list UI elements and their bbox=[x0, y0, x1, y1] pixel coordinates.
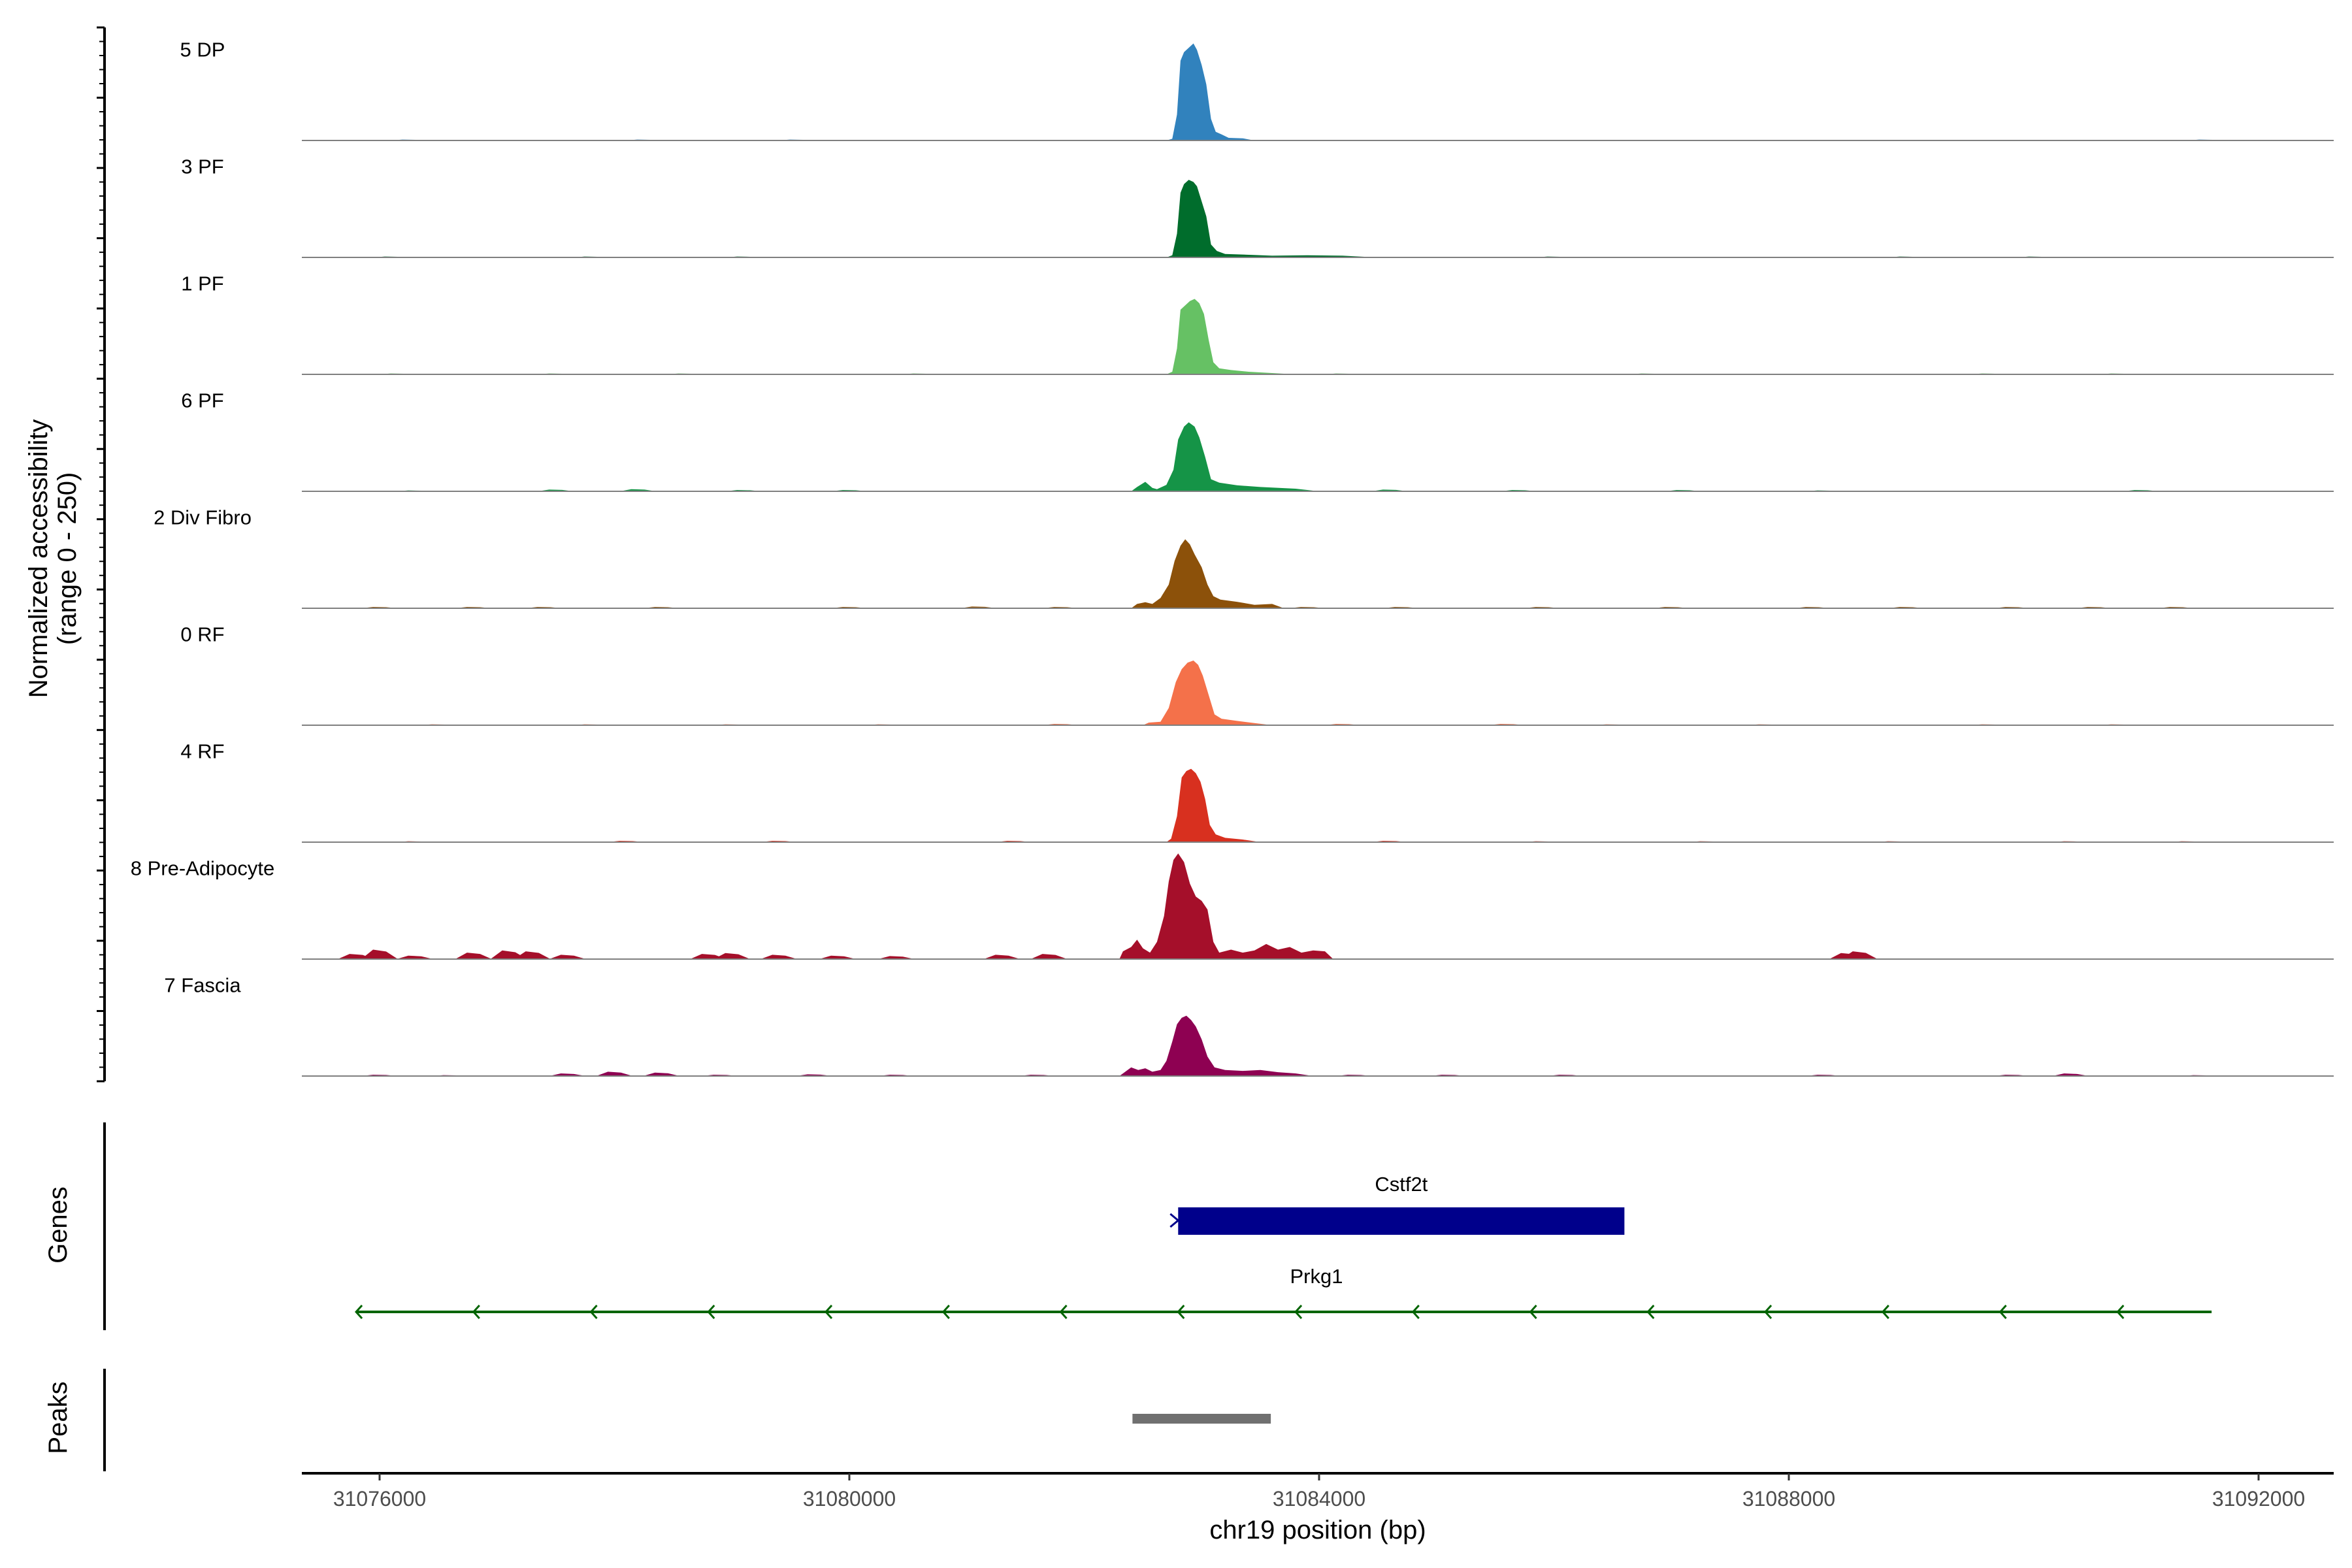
genes-panel-title: Genes bbox=[44, 1186, 73, 1264]
track-3-pf: 3 PF bbox=[181, 155, 2334, 258]
strand-arrow bbox=[1881, 1304, 1889, 1320]
track-label: 6 PF bbox=[181, 389, 223, 412]
coverage-tracks: 5 DP 3 PF 1 PF 6 PF 2 Div Fibro 0 RF 4 RF 8 Pre… bbox=[131, 38, 2334, 1077]
x-tick-label: 31088000 bbox=[1742, 1487, 1835, 1511]
strand-arrow bbox=[825, 1304, 833, 1320]
coverage-area bbox=[1166, 43, 1255, 140]
track-2-div-fibro: 2 Div Fibro bbox=[154, 506, 2334, 609]
strand-arrow bbox=[589, 1304, 598, 1320]
x-tick-label: 31076000 bbox=[333, 1487, 426, 1511]
track-7-fascia: 7 Fascia bbox=[164, 973, 2334, 1077]
y-axis-title: Normalized accessibility(range 0 - 250) bbox=[24, 419, 82, 698]
track-4-rf: 4 RF bbox=[180, 740, 2334, 843]
coverage-blip bbox=[514, 951, 551, 959]
coverage-blip bbox=[1030, 954, 1068, 959]
track-label: 2 Div Fibro bbox=[154, 506, 252, 529]
peak-bar bbox=[1132, 1414, 1271, 1424]
gene-label: Prkg1 bbox=[1290, 1265, 1343, 1288]
strand-arrow bbox=[355, 1304, 363, 1320]
coverage-area bbox=[1166, 768, 1261, 842]
peaks-panel-title: Peaks bbox=[44, 1381, 73, 1454]
strand-arrow bbox=[1294, 1304, 1303, 1320]
coverage-area bbox=[1143, 661, 1273, 725]
track-label: 7 Fascia bbox=[164, 973, 241, 996]
coverage-blip bbox=[455, 953, 492, 959]
track-label: 5 DP bbox=[180, 38, 225, 61]
strand-arrow bbox=[472, 1304, 480, 1320]
x-axis-title: chr19 position (bp) bbox=[1209, 1516, 1426, 1544]
track-label: 1 PF bbox=[181, 272, 223, 295]
x-tick-label: 31092000 bbox=[2212, 1487, 2305, 1511]
track-6-pf: 6 PF bbox=[181, 389, 2334, 492]
track-label: 8 Pre-Adipocyte bbox=[131, 857, 275, 879]
track-label: 3 PF bbox=[181, 155, 223, 178]
coverage-area bbox=[1131, 422, 1319, 491]
peak-annotation-panel bbox=[1132, 1414, 1271, 1424]
strand-arrow bbox=[941, 1304, 950, 1320]
gene-exon-block bbox=[1178, 1207, 1625, 1235]
track-8-pre-adipocyte: 8 Pre-Adipocyte bbox=[131, 853, 2334, 960]
coverage-blip bbox=[643, 1072, 680, 1076]
gene-annotation-panel: Cstf2t Prkg1 bbox=[355, 1173, 2212, 1320]
strand-arrow bbox=[1411, 1304, 1420, 1320]
coverage-area bbox=[1131, 539, 1284, 608]
strand-arrow bbox=[1169, 1213, 1180, 1228]
coverage-blip bbox=[361, 949, 398, 959]
track-0-rf: 0 RF bbox=[180, 623, 2334, 726]
coverage-area bbox=[1166, 180, 1378, 257]
coverage-blip bbox=[760, 955, 798, 959]
coverage-blip bbox=[596, 1071, 633, 1076]
coverage-area bbox=[1119, 1015, 1313, 1076]
coverage-area bbox=[1166, 299, 1296, 374]
coverage-blip bbox=[713, 953, 751, 959]
track-1-pf: 1 PF bbox=[181, 272, 2334, 375]
strand-arrow bbox=[1646, 1304, 1655, 1320]
strand-arrow bbox=[1764, 1304, 1772, 1320]
strand-arrow bbox=[1059, 1304, 1068, 1320]
x-tick-label: 31084000 bbox=[1273, 1487, 1365, 1511]
track-5-dp: 5 DP bbox=[180, 38, 2334, 141]
track-label: 0 RF bbox=[180, 623, 224, 645]
coverage-blip bbox=[1840, 951, 1878, 959]
gene-prkg1: Prkg1 bbox=[355, 1265, 2212, 1320]
strand-arrow bbox=[2116, 1304, 2125, 1320]
strand-arrow bbox=[1177, 1304, 1185, 1320]
x-axis: 31076000 31080000 31084000 31088000 31092000 bbox=[97, 26, 2334, 1511]
x-tick-label: 31080000 bbox=[803, 1487, 896, 1511]
track-label: 4 RF bbox=[180, 740, 224, 762]
coverage-blip bbox=[819, 955, 857, 959]
gene-label: Cstf2t bbox=[1375, 1173, 1428, 1196]
gene-cstf2t: Cstf2t bbox=[1169, 1173, 1625, 1235]
coverage-blip bbox=[396, 955, 433, 959]
coverage-area bbox=[1119, 853, 1333, 959]
coverage-blip bbox=[983, 955, 1021, 959]
coverage-blip bbox=[549, 955, 586, 959]
strand-arrow bbox=[1999, 1304, 2007, 1320]
strand-arrow bbox=[1529, 1304, 1537, 1320]
coverage-blip bbox=[877, 956, 915, 959]
strand-arrow bbox=[707, 1304, 715, 1320]
